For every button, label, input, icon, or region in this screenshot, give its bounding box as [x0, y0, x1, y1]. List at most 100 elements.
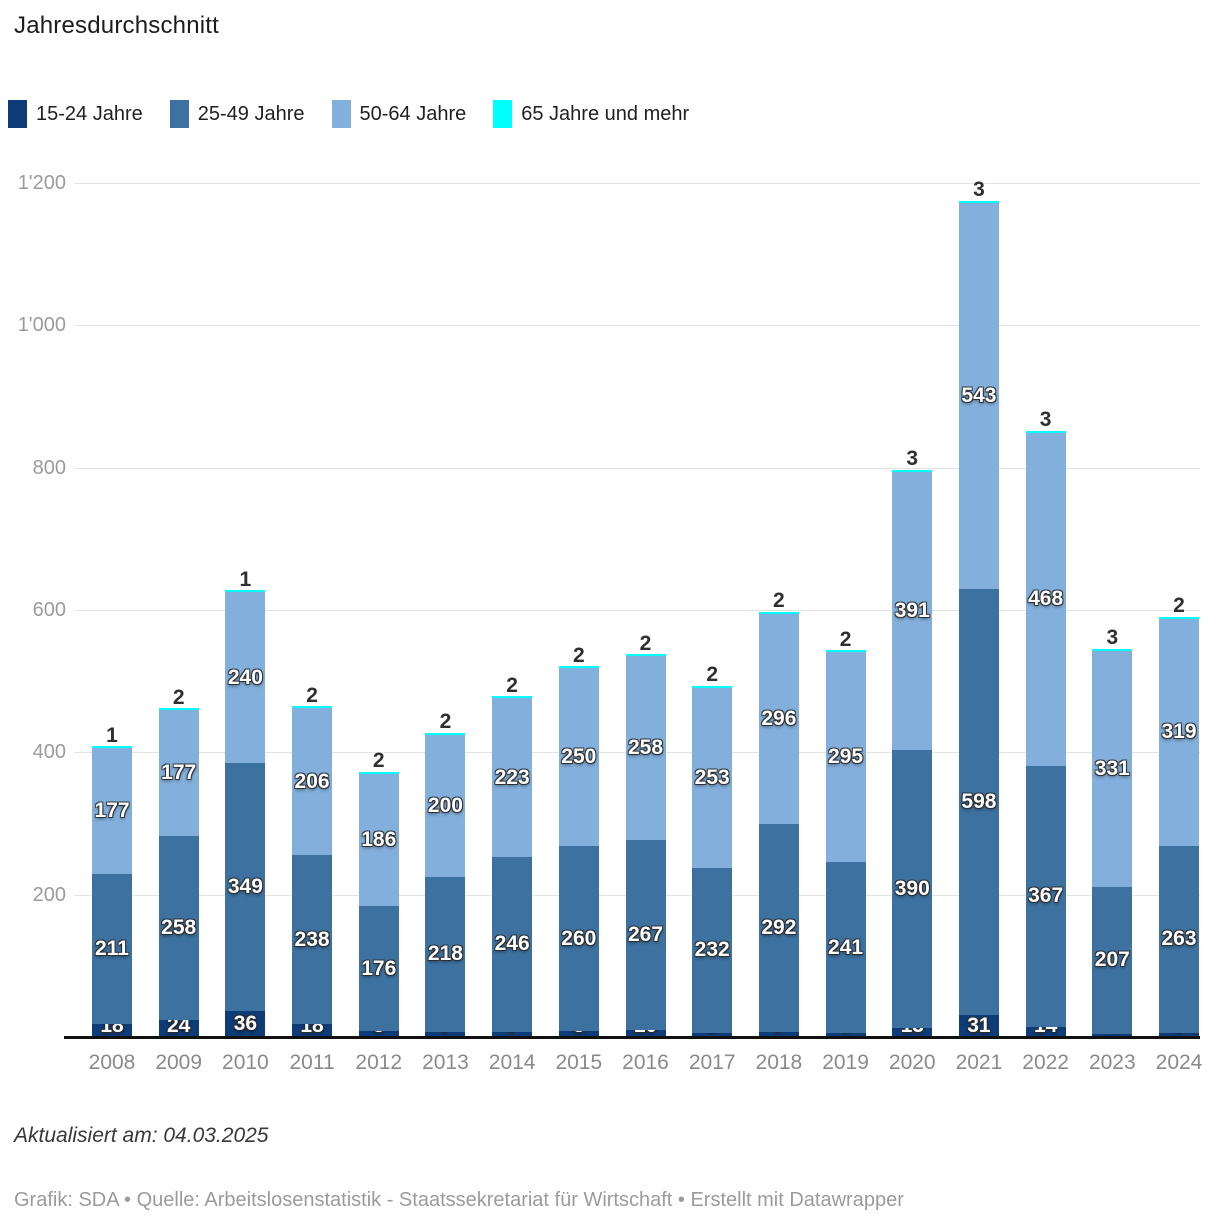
bar-segment[interactable]: [159, 1019, 199, 1037]
x-axis-tick-label: 2012: [355, 1051, 403, 1074]
bar-segment[interactable]: [225, 763, 265, 1012]
bar-segment[interactable]: [826, 651, 866, 862]
y-axis-tick-label: 1'000: [17, 314, 66, 336]
x-axis-tick-label: 2021: [955, 1051, 1003, 1074]
bar-segment[interactable]: [1026, 1027, 1066, 1037]
updated-note: Aktualisiert am: 04.03.2025: [14, 1124, 269, 1147]
bar-segment[interactable]: [225, 1011, 265, 1037]
bar-segment[interactable]: [759, 1032, 799, 1037]
bar-segment[interactable]: [759, 611, 799, 614]
x-axis-tick-label: 2019: [822, 1051, 869, 1074]
bar-segment[interactable]: [492, 698, 532, 857]
segment-value-label: 241: [828, 935, 864, 959]
bar-segment[interactable]: [92, 874, 132, 1025]
bar-segment[interactable]: [92, 748, 132, 875]
bar-segment[interactable]: [225, 592, 265, 763]
bar-segment[interactable]: [425, 1032, 465, 1037]
bar-segment[interactable]: [92, 746, 132, 749]
bar-segment[interactable]: [1026, 430, 1066, 433]
bar-segment[interactable]: [959, 589, 999, 1015]
bar-segment[interactable]: [692, 685, 732, 688]
bar-segment[interactable]: [626, 656, 666, 840]
bar-segment[interactable]: [559, 668, 599, 847]
legend-label: 15-24 Jahre: [36, 102, 143, 125]
bar-top-value-label: 2: [572, 643, 585, 667]
bar-segment[interactable]: [692, 687, 732, 868]
bar-top-value-label: 1: [106, 724, 118, 748]
bar-segment[interactable]: [759, 824, 799, 1032]
bar-segment[interactable]: [225, 590, 265, 593]
x-axis-tick-label: 2014: [488, 1051, 536, 1074]
bar-segment[interactable]: [292, 706, 332, 709]
legend-label: 50-64 Jahre: [359, 102, 467, 125]
segment-value-label: 177: [161, 761, 197, 785]
segment-value-label: 598: [961, 790, 997, 814]
gridline: [75, 325, 1200, 326]
bar-segment[interactable]: [1092, 651, 1132, 887]
bar-segment[interactable]: [1159, 845, 1199, 1033]
segment-value-label: 207: [1094, 948, 1130, 972]
bar-segment[interactable]: [959, 202, 999, 590]
bar-segment[interactable]: [359, 906, 399, 1032]
source-byline: Grafik: SDA • Quelle: Arbeitslosenstatis…: [14, 1189, 904, 1211]
legend-swatch-icon: [493, 100, 513, 128]
bar-segment[interactable]: [692, 867, 732, 1033]
bar-segment[interactable]: [359, 771, 399, 774]
segment-value-label: 186: [361, 827, 397, 851]
bar-segment[interactable]: [159, 710, 199, 837]
bar-segment[interactable]: [159, 836, 199, 1020]
x-axis-tick-label: 2011: [289, 1051, 335, 1074]
bar-segment[interactable]: [425, 732, 465, 735]
legend-swatch-icon: [8, 100, 27, 128]
segment-value-label: 246: [494, 932, 530, 956]
bar-segment[interactable]: [892, 471, 932, 751]
bar-segment[interactable]: [1159, 1032, 1199, 1037]
legend-label: 25-49 Jahre: [197, 102, 305, 125]
bar-segment[interactable]: [959, 200, 999, 203]
bar-segment[interactable]: [1092, 886, 1132, 1035]
bar-segment[interactable]: [892, 750, 932, 1028]
bar-segment[interactable]: [292, 708, 332, 855]
bar-segment[interactable]: [492, 1032, 532, 1037]
bar-segment[interactable]: [826, 861, 866, 1034]
legend: 15-24 Jahre 25-49 Jahre 50-64 Jahre 65 Jahr…: [8, 100, 689, 128]
bar-segment[interactable]: [159, 708, 199, 711]
bar-segment[interactable]: [559, 666, 599, 669]
bar-segment[interactable]: [92, 1024, 132, 1037]
bar-segment[interactable]: [826, 1033, 866, 1037]
bar-segment[interactable]: [892, 469, 932, 472]
bar-segment[interactable]: [826, 649, 866, 652]
bar-segment[interactable]: [1092, 1034, 1132, 1037]
legend-item: 15-24 Jahre: [8, 100, 143, 128]
segment-value-label: 36: [233, 1012, 258, 1036]
bar-segment[interactable]: [292, 1024, 332, 1037]
bar-segment[interactable]: [559, 846, 599, 1032]
segment-value-label: 267: [627, 922, 664, 946]
bar-segment[interactable]: [1159, 618, 1199, 846]
bar-segment[interactable]: [1026, 432, 1066, 766]
bar-segment[interactable]: [425, 876, 465, 1033]
bar-segment[interactable]: [359, 1031, 399, 1037]
segment-value-label: 218: [427, 942, 463, 966]
bar-segment[interactable]: [1026, 765, 1066, 1028]
bar-segment[interactable]: [692, 1032, 732, 1037]
bar-segment[interactable]: [1092, 649, 1132, 652]
segment-value-label: 331: [1094, 757, 1130, 781]
bar-segment[interactable]: [492, 856, 532, 1032]
bar-segment[interactable]: [359, 773, 399, 907]
bar-segment[interactable]: [626, 1029, 666, 1037]
bar-segment[interactable]: [959, 1014, 999, 1037]
bar-segment[interactable]: [492, 696, 532, 699]
bar-top-value-label: 3: [1039, 407, 1052, 431]
x-axis-tick-label: 2009: [155, 1051, 203, 1074]
bar-segment[interactable]: [292, 854, 332, 1025]
bar-segment[interactable]: [425, 734, 465, 877]
bar-segment[interactable]: [626, 839, 666, 1030]
segment-value-label: 367: [1028, 884, 1064, 908]
bar-segment[interactable]: [892, 1027, 932, 1037]
bar-segment[interactable]: [559, 1031, 599, 1037]
bar-segment[interactable]: [759, 613, 799, 825]
bar-segment[interactable]: [626, 654, 666, 657]
segment-value-label: 250: [561, 745, 597, 769]
bar-segment[interactable]: [1159, 616, 1199, 619]
